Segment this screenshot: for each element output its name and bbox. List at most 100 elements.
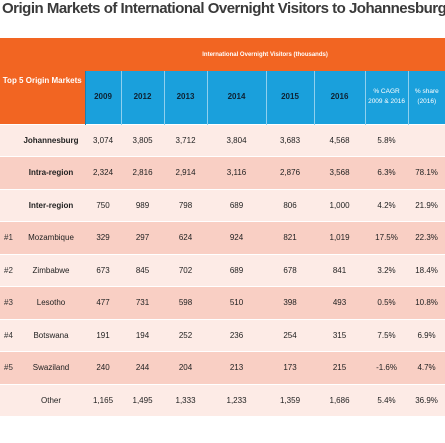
value-cell: 213 <box>207 351 267 384</box>
value-cell: 731 <box>121 286 165 319</box>
rank-cell: #4 <box>0 318 17 352</box>
value-cell: 5.8% <box>365 123 409 157</box>
column-header: 2013 <box>163 71 208 124</box>
value-cell: 2,816 <box>121 156 165 189</box>
table-row: Intra-region 2,324 2,816 2,914 3,116 2,876 3,5… <box>0 156 445 189</box>
value-cell: 841 <box>314 253 366 287</box>
value-cell: 194 <box>121 318 165 352</box>
value-cell <box>408 123 445 157</box>
value-cell: 6.3% <box>365 156 409 189</box>
market-name-cell: Johannesburg <box>17 123 86 157</box>
value-cell: 1,019 <box>314 221 366 254</box>
rank-cell: #2 <box>0 253 17 287</box>
value-cell: 673 <box>85 253 122 287</box>
value-cell: 689 <box>207 253 267 287</box>
value-cell: 4.7% <box>408 351 445 384</box>
origin-markets-header: Top 5 Origin Markets <box>0 38 86 124</box>
rank-cell: #3 <box>0 286 17 319</box>
visitors-group-header: International Overnight Visitors (thousa… <box>85 38 445 71</box>
value-cell: 2,324 <box>85 156 122 189</box>
value-cell: 3,804 <box>207 123 267 157</box>
market-name-cell: Botswana <box>17 318 86 352</box>
table-row: #4 Botswana 191 194 252 236 254 315 7.5% 6.9% <box>0 318 445 352</box>
value-cell: 3,683 <box>266 123 315 157</box>
rank-cell <box>0 383 17 416</box>
column-header: 2014 <box>206 71 267 124</box>
table-row: #5 Swaziland 240 244 204 213 173 215 -1.6% 4.7% <box>0 351 445 384</box>
value-cell: 6.9% <box>408 318 445 352</box>
rank-cell <box>0 123 17 157</box>
value-cell: 3,074 <box>85 123 122 157</box>
rank-cell <box>0 156 17 189</box>
value-cell: 2,914 <box>164 156 208 189</box>
value-cell: 329 <box>85 221 122 254</box>
value-cell: 173 <box>266 351 315 384</box>
value-cell: 18.4% <box>408 253 445 287</box>
value-cell: 1,000 <box>314 188 366 222</box>
value-cell: 1,165 <box>85 383 122 416</box>
value-cell: 598 <box>164 286 208 319</box>
market-name-cell: Mozambique <box>17 221 86 254</box>
value-cell: 1,359 <box>266 383 315 416</box>
table-row: Inter-region 750 989 798 689 806 1,000 4.2% 21.9… <box>0 188 445 222</box>
table-row: #3 Lesotho 477 731 598 510 398 493 0.5% 10.8% <box>0 286 445 319</box>
table-row: #2 Zimbabwe 673 845 702 689 678 841 3.2% 18.4% <box>0 253 445 287</box>
value-cell: 493 <box>314 286 366 319</box>
column-header: 2012 <box>120 71 165 124</box>
market-name-cell: Intra-region <box>17 156 86 189</box>
value-cell: 0.5% <box>365 286 409 319</box>
value-cell: 17.5% <box>365 221 409 254</box>
value-cell: 3,712 <box>164 123 208 157</box>
value-cell: 4,568 <box>314 123 366 157</box>
page-title: Origin Markets of International Overnigh… <box>2 0 445 17</box>
value-cell: 36.9% <box>408 383 445 416</box>
market-name-cell: Swaziland <box>17 351 86 384</box>
value-cell: 236 <box>207 318 267 352</box>
value-cell: 78.1% <box>408 156 445 189</box>
value-cell: 4.2% <box>365 188 409 222</box>
value-cell: 1,495 <box>121 383 165 416</box>
value-cell: 477 <box>85 286 122 319</box>
visitors-table: Top 5 Origin Markets International Overn… <box>0 38 445 416</box>
value-cell: 240 <box>85 351 122 384</box>
value-cell: 254 <box>266 318 315 352</box>
value-cell: 689 <box>207 188 267 222</box>
column-header: % CAGR 2009 & 2016 <box>364 71 409 124</box>
value-cell: 398 <box>266 286 315 319</box>
value-cell: 624 <box>164 221 208 254</box>
value-cell: 315 <box>314 318 366 352</box>
value-cell: 191 <box>85 318 122 352</box>
column-header: 2015 <box>265 71 315 124</box>
rank-cell: #1 <box>0 221 17 254</box>
market-name-cell: Inter-region <box>17 188 86 222</box>
market-name-cell: Other <box>17 383 86 416</box>
value-cell: 1,333 <box>164 383 208 416</box>
value-cell: 798 <box>164 188 208 222</box>
rank-cell: #5 <box>0 351 17 384</box>
market-name-cell: Zimbabwe <box>17 253 86 287</box>
column-header: 2016 <box>313 71 366 124</box>
value-cell: 3.2% <box>365 253 409 287</box>
value-cell: 21.9% <box>408 188 445 222</box>
table-row: #1 Mozambique 329 297 624 924 821 1,019 17.5% 22.… <box>0 221 445 254</box>
value-cell: 821 <box>266 221 315 254</box>
value-cell: 252 <box>164 318 208 352</box>
value-cell: 1,233 <box>207 383 267 416</box>
column-header: % share (2016) <box>407 71 445 124</box>
value-cell: 3,805 <box>121 123 165 157</box>
value-cell: 3,116 <box>207 156 267 189</box>
column-header: 2009 <box>84 71 122 124</box>
rank-cell <box>0 188 17 222</box>
value-cell: 297 <box>121 221 165 254</box>
value-cell: 7.5% <box>365 318 409 352</box>
value-cell: 750 <box>85 188 122 222</box>
value-cell: 845 <box>121 253 165 287</box>
value-cell: 5.4% <box>365 383 409 416</box>
value-cell: 10.8% <box>408 286 445 319</box>
value-cell: 510 <box>207 286 267 319</box>
value-cell: 244 <box>121 351 165 384</box>
value-cell: 215 <box>314 351 366 384</box>
value-cell: 2,876 <box>266 156 315 189</box>
table-row: Other 1,165 1,495 1,333 1,233 1,359 1,686 5.4% 3… <box>0 383 445 416</box>
value-cell: 702 <box>164 253 208 287</box>
